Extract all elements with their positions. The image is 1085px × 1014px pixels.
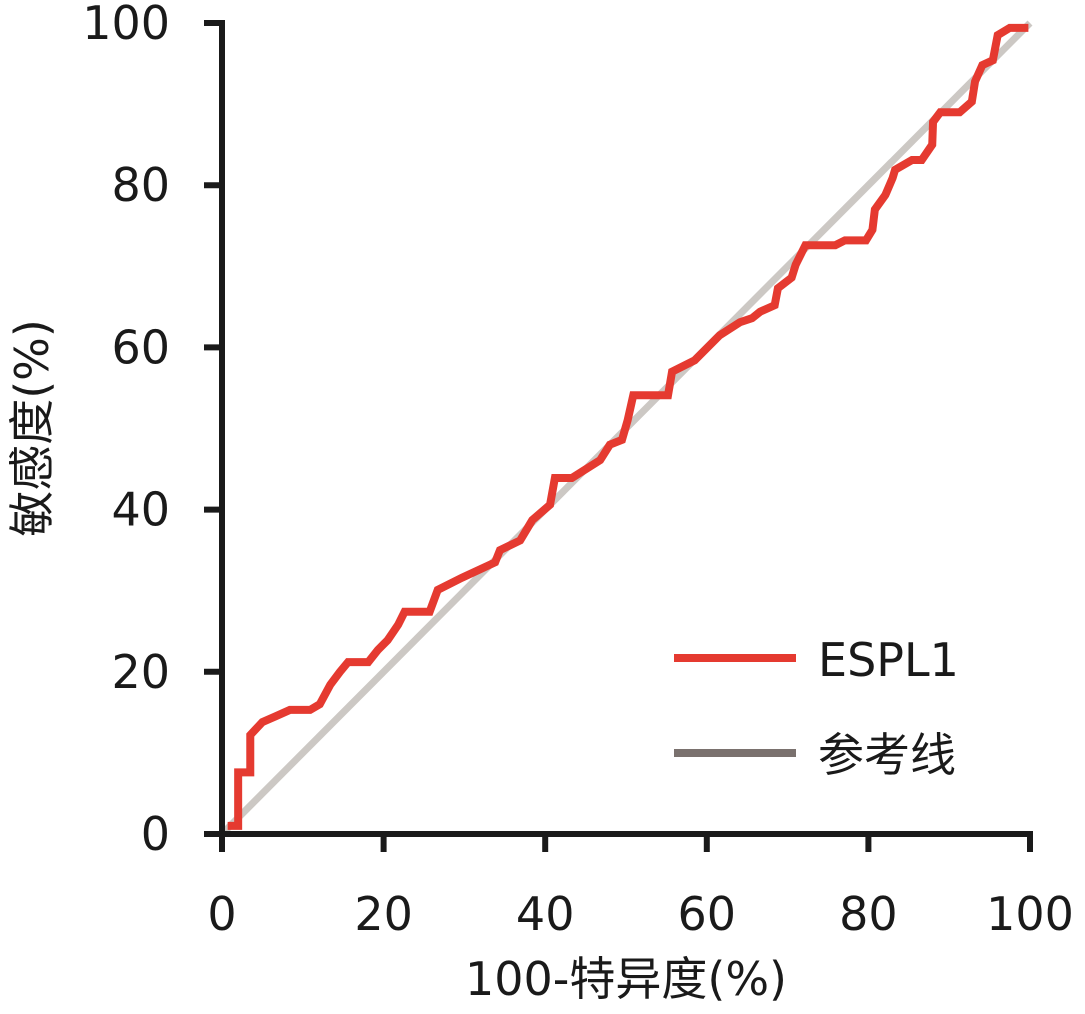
y-axis-label: 敏感度(%) [5,319,59,537]
x-axis-label: 100-特异度(%) [465,952,787,1006]
y-tick-label: 100 [82,0,170,50]
legend: ESPL1 参考线 [674,633,959,782]
x-tick-label: 20 [354,887,413,941]
plot-area [219,20,1033,837]
y-tick-label: 20 [111,645,170,699]
x-tick-label: 40 [516,887,575,941]
x-tick-label: 80 [839,887,898,941]
y-tick-label: 40 [111,483,170,537]
series-line-espl1 [227,23,1029,830]
y-tick-label: 0 [141,807,170,861]
y-tick-label: 60 [111,320,170,374]
x-tick-label: 60 [678,887,737,941]
x-tick-label: 0 [207,887,236,941]
y-tick-label: 80 [111,158,170,212]
axes: 0 20 40 60 80 100 0 20 40 60 80 100 [82,0,1074,941]
legend-label-reference: 参考线 [818,728,956,782]
x-tick-label: 100 [986,887,1074,941]
legend-label-espl1: ESPL1 [818,633,959,687]
